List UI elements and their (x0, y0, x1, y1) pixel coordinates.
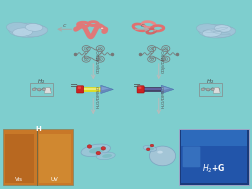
FancyBboxPatch shape (138, 87, 141, 89)
FancyBboxPatch shape (5, 134, 34, 183)
Circle shape (101, 147, 106, 150)
Circle shape (47, 88, 51, 91)
Circle shape (149, 146, 176, 166)
FancyBboxPatch shape (181, 146, 247, 183)
Text: CDβ/DMSO: CDβ/DMSO (97, 49, 101, 73)
Ellipse shape (214, 25, 231, 32)
Ellipse shape (154, 27, 161, 30)
Text: $H_2$+G: $H_2$+G (202, 163, 226, 176)
FancyBboxPatch shape (137, 86, 144, 93)
Circle shape (32, 88, 36, 91)
Ellipse shape (147, 147, 154, 150)
FancyBboxPatch shape (78, 87, 81, 89)
Circle shape (96, 151, 101, 155)
Text: $H_2$: $H_2$ (38, 77, 46, 86)
FancyBboxPatch shape (77, 86, 84, 93)
Polygon shape (102, 87, 109, 90)
Ellipse shape (199, 24, 235, 38)
Ellipse shape (157, 151, 163, 153)
Circle shape (216, 88, 220, 91)
Text: =: = (133, 81, 141, 91)
Ellipse shape (25, 24, 43, 31)
Circle shape (150, 144, 154, 147)
Ellipse shape (81, 144, 110, 156)
Ellipse shape (212, 27, 236, 37)
Text: CDβ/DMSO: CDβ/DMSO (162, 49, 166, 73)
Polygon shape (162, 87, 170, 90)
Circle shape (201, 88, 205, 91)
FancyBboxPatch shape (183, 146, 200, 167)
Ellipse shape (102, 154, 112, 158)
Circle shape (87, 145, 92, 148)
Circle shape (37, 88, 41, 91)
Circle shape (146, 148, 150, 151)
Ellipse shape (197, 24, 223, 35)
Text: c: c (141, 23, 144, 28)
Ellipse shape (89, 147, 105, 153)
Circle shape (206, 88, 210, 91)
Ellipse shape (97, 152, 115, 160)
Circle shape (211, 88, 215, 91)
Ellipse shape (144, 27, 148, 29)
FancyBboxPatch shape (39, 134, 71, 183)
Text: H₂O/DMSO: H₂O/DMSO (162, 85, 166, 108)
Text: H₂O/DMSO: H₂O/DMSO (97, 85, 101, 108)
Ellipse shape (202, 29, 222, 37)
Ellipse shape (9, 23, 47, 37)
Polygon shape (161, 85, 174, 94)
Text: =: = (70, 81, 78, 91)
Circle shape (42, 88, 46, 91)
FancyBboxPatch shape (179, 129, 249, 185)
Ellipse shape (145, 23, 152, 26)
Text: Vis: Vis (15, 177, 23, 182)
Ellipse shape (153, 29, 157, 31)
Polygon shape (44, 88, 51, 93)
Polygon shape (101, 85, 113, 94)
Ellipse shape (101, 28, 108, 34)
Text: c: c (62, 23, 66, 28)
Ellipse shape (13, 28, 33, 36)
Polygon shape (213, 88, 220, 93)
Ellipse shape (136, 26, 144, 29)
FancyBboxPatch shape (181, 130, 247, 146)
Ellipse shape (23, 26, 48, 37)
Text: H: H (35, 126, 41, 132)
Text: $H_2$: $H_2$ (206, 77, 214, 86)
Ellipse shape (7, 22, 34, 34)
Text: UV: UV (50, 177, 58, 182)
Ellipse shape (101, 28, 103, 29)
Ellipse shape (149, 30, 154, 32)
Ellipse shape (143, 146, 157, 151)
FancyBboxPatch shape (3, 129, 73, 185)
